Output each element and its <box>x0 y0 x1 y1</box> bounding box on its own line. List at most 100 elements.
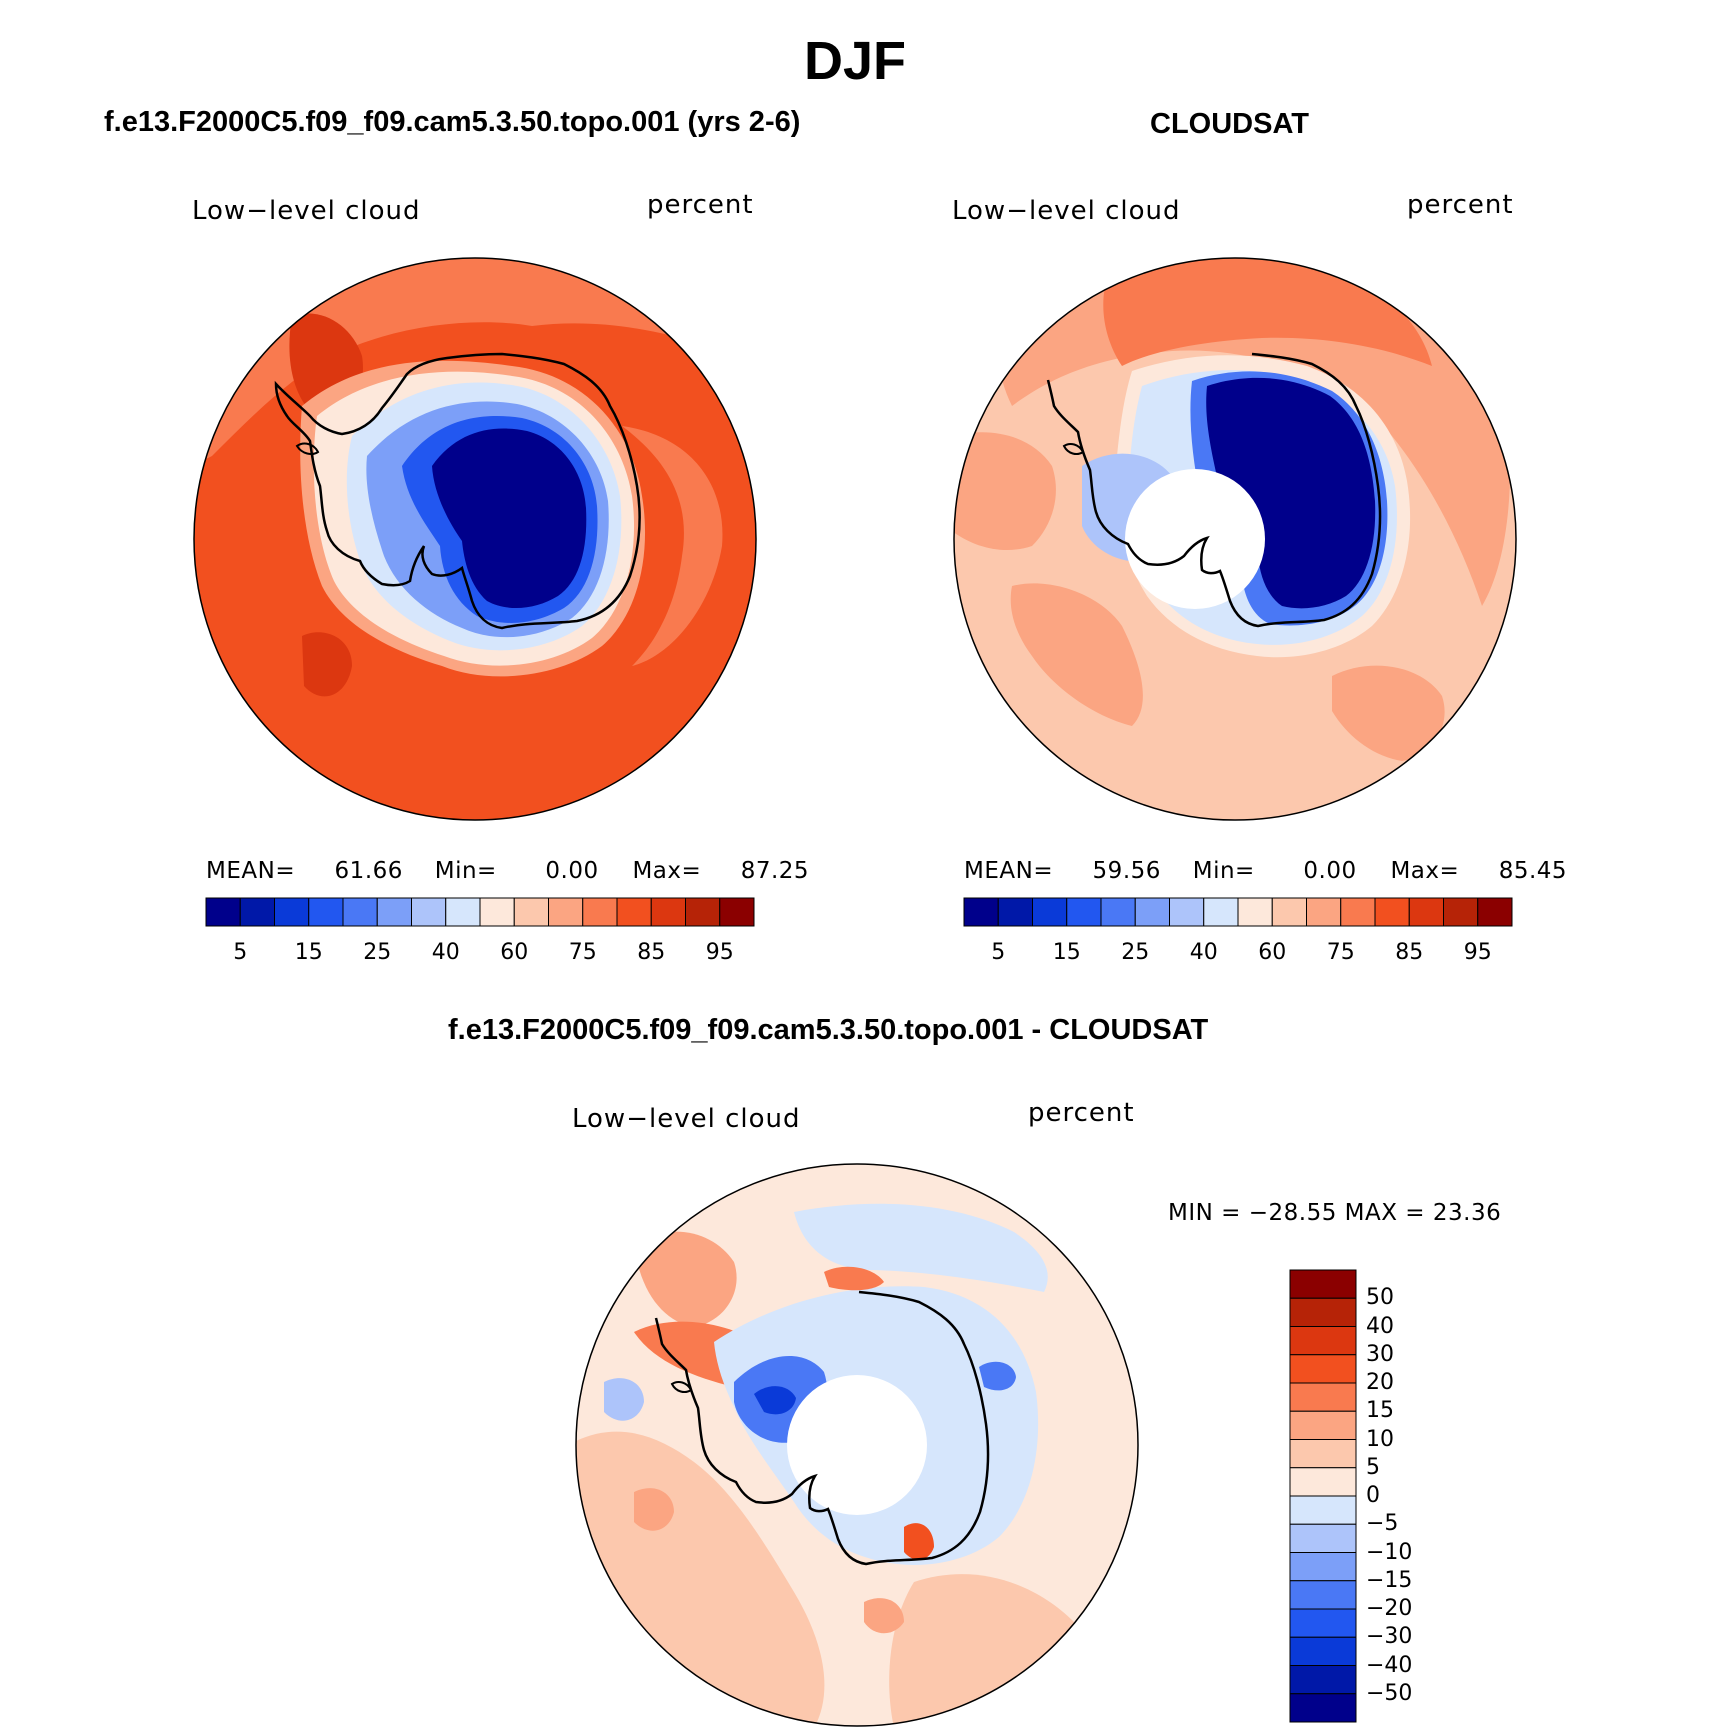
colorbar-tick-label: 75 <box>568 940 597 965</box>
colorbar-swatch <box>1289 1552 1357 1582</box>
colorbar-swatch <box>1477 897 1513 927</box>
colorbar-swatch <box>308 897 344 927</box>
colorbar-tick-label: −50 <box>1366 1680 1413 1706</box>
colorbar-tick-label: 25 <box>363 940 392 965</box>
colorbar-swatch <box>685 897 721 927</box>
colorbar-swatch <box>445 897 481 927</box>
main-title: DJF <box>803 31 906 91</box>
colorbar-swatch <box>1289 1326 1357 1356</box>
colorbar-tick-label: −5 <box>1366 1511 1399 1537</box>
min-label: Min= <box>434 858 497 884</box>
colorbar-tick-label: 50 <box>1366 1285 1394 1311</box>
colorbar-swatch <box>1340 897 1376 927</box>
min-value: 0.00 <box>545 858 599 884</box>
colorbar-tick-label: 40 <box>1366 1313 1394 1339</box>
colorbar-tick-label: 5 <box>233 940 248 965</box>
colorbar-swatch <box>1134 897 1170 927</box>
colorbar-tick-label: −40 <box>1366 1652 1413 1678</box>
polar-map-model <box>193 257 757 821</box>
colorbar-swatch <box>719 897 755 927</box>
variable-label-model: Low−level cloud <box>192 196 421 226</box>
panel-title-model: f.e13.F2000C5.f09_f09.cam5.3.50.topo.001… <box>104 106 801 138</box>
mean-value: 59.56 <box>1092 858 1161 884</box>
colorbar-tick-label: 15 <box>1366 1398 1394 1424</box>
colorbar-swatch <box>513 897 549 927</box>
colorbar-tick-label: 40 <box>1189 940 1218 965</box>
contour-fill-model <box>194 258 756 820</box>
colorbar-tick-label: 25 <box>1121 940 1150 965</box>
colorbar-swatch <box>479 897 515 927</box>
polar-map-diff <box>575 1163 1139 1727</box>
colorbar-swatch <box>1289 1495 1357 1525</box>
colorbar-swatch <box>1374 897 1410 927</box>
units-label-model: percent <box>647 190 754 220</box>
colorbar-swatch <box>1289 1354 1357 1384</box>
colorbar-swatch <box>376 897 412 927</box>
colorbar-swatch <box>274 897 310 927</box>
diff-minmax: MIN = −28.55 MAX = 23.36 <box>1168 1200 1502 1226</box>
colorbar-tick-label: 95 <box>1463 940 1492 965</box>
colorbar-swatch <box>1443 897 1479 927</box>
colorbar-tick-label: 15 <box>294 940 323 965</box>
colorbar-ticks-model: 5 15 25 40 60 75 85 95 <box>206 940 754 970</box>
colorbar-diff <box>1289 1269 1357 1723</box>
variable-label-obs: Low−level cloud <box>952 196 1181 226</box>
colorbar-swatch <box>1289 1693 1357 1723</box>
colorbar-tick-label: 60 <box>500 940 529 965</box>
colorbar-swatch <box>1408 897 1444 927</box>
units-label-diff: percent <box>1028 1098 1135 1128</box>
units-label-obs: percent <box>1407 190 1514 220</box>
min-value: 0.00 <box>1303 858 1357 884</box>
max-value: 85.45 <box>1498 858 1568 884</box>
colorbar-tick-label: 20 <box>1366 1370 1394 1395</box>
colorbar-swatch <box>1289 1665 1357 1695</box>
colorbar-tick-label: 85 <box>1395 940 1424 965</box>
colorbar-swatch <box>1271 897 1307 927</box>
colorbar-tick-label: 0 <box>1366 1483 1380 1508</box>
colorbar-swatch <box>997 897 1033 927</box>
stats-line-obs: MEAN= 59.56 Min= 0.00 Max= 85.45 <box>964 858 1567 884</box>
mean-label: MEAN= <box>964 858 1054 884</box>
colorbar-obs <box>963 897 1513 927</box>
colorbar-swatch <box>1203 897 1239 927</box>
colorbar-tick-label: 85 <box>637 940 666 965</box>
mean-value: 61.66 <box>334 858 403 884</box>
colorbar-swatch <box>239 897 275 927</box>
colorbar-swatch <box>342 897 378 927</box>
colorbar-swatch <box>1289 1439 1357 1469</box>
colorbar-swatch <box>1100 897 1136 927</box>
polar-map-obs <box>953 257 1517 821</box>
colorbar-tick-label: 75 <box>1326 940 1355 965</box>
colorbar-tick-label: 95 <box>705 940 734 965</box>
colorbar-swatch <box>1066 897 1102 927</box>
colorbar-ticks-obs: 5 15 25 40 60 75 85 95 <box>964 940 1512 970</box>
colorbar-tick-label: −20 <box>1366 1596 1413 1621</box>
colorbar-swatch <box>963 897 999 927</box>
colorbar-model <box>205 897 755 927</box>
colorbar-tick-label: 15 <box>1052 940 1081 965</box>
colorbar-swatch <box>1289 1269 1357 1299</box>
colorbar-swatch <box>1289 1467 1357 1497</box>
colorbar-tick-label: −10 <box>1366 1539 1413 1565</box>
contour-fill-obs <box>954 258 1516 820</box>
colorbar-ticks-diff: 50 40 30 20 15 10 5 0 −5 −10 −15 −20 −30 −40 −50 <box>1366 1270 1446 1722</box>
colorbar-swatch <box>1169 897 1205 927</box>
colorbar-swatch <box>205 897 241 927</box>
colorbar-tick-label: 5 <box>1366 1454 1380 1480</box>
colorbar-swatch <box>1032 897 1068 927</box>
colorbar-tick-label: 40 <box>431 940 460 965</box>
colorbar-swatch <box>1237 897 1273 927</box>
max-label: Max= <box>632 858 702 884</box>
colorbar-swatch <box>1289 1608 1357 1638</box>
colorbar-swatch <box>1289 1523 1357 1553</box>
colorbar-swatch <box>1289 1636 1357 1666</box>
panel-title-diff: f.e13.F2000C5.f09_f09.cam5.3.50.topo.001… <box>448 1014 1209 1046</box>
colorbar-tick-label: −30 <box>1366 1624 1413 1650</box>
colorbar-swatch <box>582 897 618 927</box>
min-label: Min= <box>1192 858 1255 884</box>
colorbar-tick-label: −15 <box>1366 1567 1413 1593</box>
panel-title-obs: CLOUDSAT <box>1150 108 1309 140</box>
variable-label-diff: Low−level cloud <box>572 1104 801 1134</box>
colorbar-swatch <box>1289 1382 1357 1412</box>
colorbar-tick-label: 10 <box>1366 1426 1394 1452</box>
